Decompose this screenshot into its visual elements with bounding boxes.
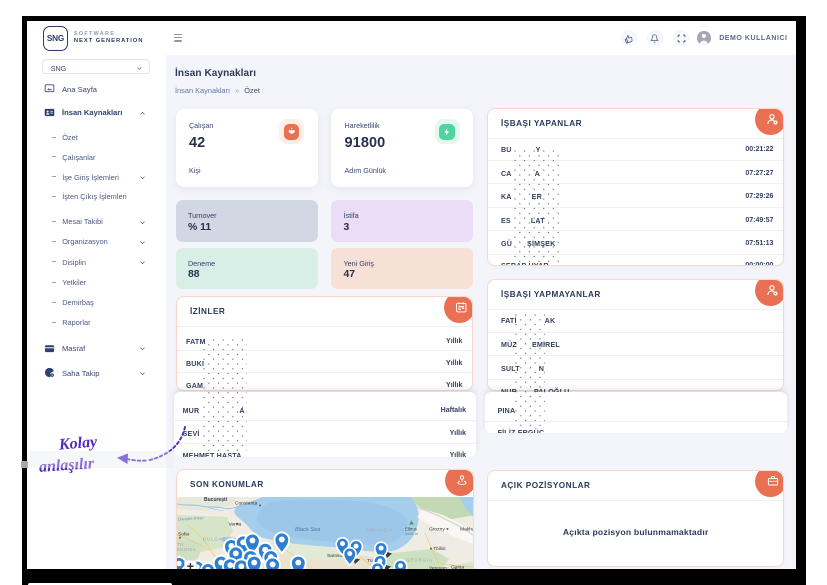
svg-text:TH: TH xyxy=(177,542,184,547)
svg-text:Grozny: Grozny xyxy=(429,527,445,533)
svg-text:Black Sea: Black Sea xyxy=(295,527,320,533)
svg-text:ABKHAZIA: ABKHAZIA xyxy=(366,527,393,532)
svg-text:Danube River: Danube River xyxy=(178,515,204,521)
svg-text:EDONIA: EDONIA xyxy=(177,547,196,552)
svg-text:Ganja: Ganja xyxy=(451,564,464,569)
svg-text:Sofia: Sofia xyxy=(178,532,189,538)
svg-text:BULGARIA: BULGARIA xyxy=(203,536,232,541)
svg-text:Samsun: Samsun xyxy=(327,553,345,559)
svg-text:București: București xyxy=(204,497,228,503)
svg-text:5642 m: 5642 m xyxy=(405,531,419,536)
svg-text:Tbilisi: Tbilisi xyxy=(433,546,446,552)
svg-text:Makha: Makha xyxy=(460,527,474,533)
svg-text:Elbrus: Elbrus xyxy=(405,526,417,531)
svg-text:Yerevan: Yerevan xyxy=(429,565,447,569)
svg-text:Varna: Varna xyxy=(228,521,241,527)
svg-text:Constanța: Constanța xyxy=(235,501,258,507)
svg-text:GEORGIA: GEORGIA xyxy=(406,558,433,563)
